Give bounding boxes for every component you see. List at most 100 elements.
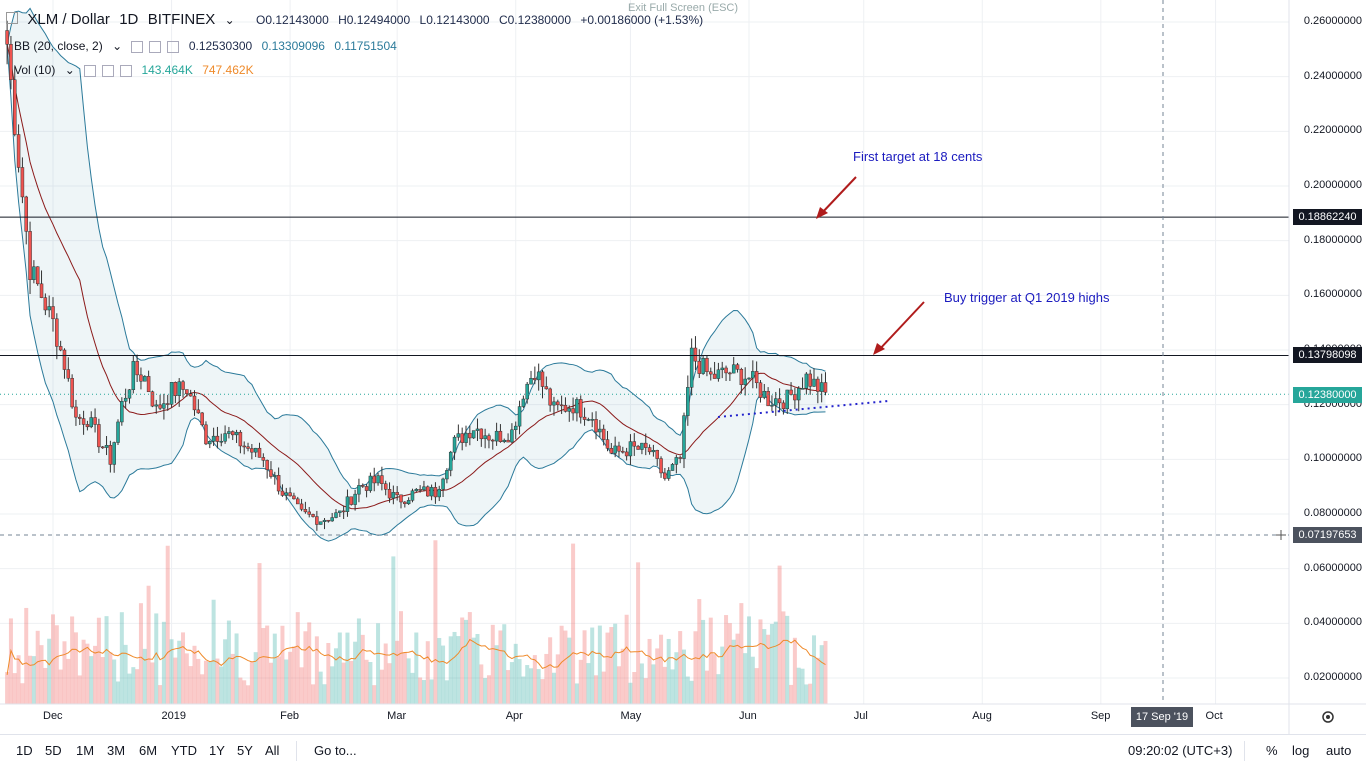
percent-toggle[interactable]: %	[1266, 743, 1278, 758]
candle-body	[322, 519, 327, 522]
candle-body	[506, 439, 510, 443]
volume-bar	[475, 634, 480, 704]
range-3m-button[interactable]: 3M	[107, 743, 126, 758]
exchange-label: BITFINEX	[147, 11, 216, 28]
candle-body	[475, 428, 480, 431]
bb-legend: BB (20, close, 2) ⌄ 0.12530300 0.1330909…	[14, 38, 403, 54]
chevron-down-icon[interactable]: ⌄	[64, 63, 75, 77]
first-target-annotation[interactable]: First target at 18 cents	[853, 149, 983, 164]
volume-bar	[353, 641, 358, 704]
volume-bar	[131, 667, 136, 704]
chevron-down-icon[interactable]: ⌄	[224, 13, 235, 27]
candle-body	[39, 283, 44, 298]
clock-label[interactable]: 09:20:02 (UTC+3)	[1128, 743, 1233, 758]
volume-bar	[586, 663, 591, 704]
time-tick-label: May	[620, 710, 642, 722]
range-all-button[interactable]: All	[265, 743, 280, 758]
volume-bar	[727, 623, 732, 704]
close-icon[interactable]	[120, 64, 133, 77]
settings-icon[interactable]	[149, 40, 162, 53]
candle-body	[705, 358, 709, 373]
volume-bar	[226, 620, 231, 704]
candle-body	[540, 371, 545, 387]
vol-label[interactable]: Vol (10)	[14, 63, 56, 77]
volume-bar	[322, 684, 327, 704]
volume-bar	[62, 641, 67, 704]
volume-bar	[628, 682, 633, 704]
settings-icon[interactable]	[102, 64, 115, 77]
range-5y-button[interactable]: 5Y	[237, 743, 253, 758]
candle-body	[567, 408, 572, 412]
buy-trigger-annotation[interactable]: Buy trigger at Q1 2019 highs	[944, 290, 1110, 305]
price-tick-label: 0.26000000	[1303, 15, 1362, 27]
exit-fullscreen-hint[interactable]: Exit Full Screen (ESC)	[628, 2, 739, 14]
candle-body	[456, 433, 461, 438]
candle-body	[445, 470, 449, 480]
close-icon[interactable]	[167, 40, 180, 53]
volume-bar	[54, 625, 59, 704]
candle-body	[380, 475, 384, 484]
level-high-tag: 0.18862240	[1293, 209, 1362, 225]
candle-body	[9, 44, 13, 81]
collapse-icon[interactable]	[6, 12, 18, 24]
volume-bar	[333, 648, 338, 704]
candle-body	[70, 378, 74, 408]
chevron-down-icon[interactable]: ⌄	[112, 39, 123, 53]
volume-bar	[276, 656, 281, 704]
candle-body	[345, 496, 350, 512]
auto-toggle[interactable]: auto	[1326, 743, 1352, 758]
candle-body	[686, 387, 690, 416]
candle-body	[582, 416, 587, 420]
candle-body	[51, 306, 55, 320]
volume-bar	[24, 607, 29, 704]
range-1y-button[interactable]: 1Y	[209, 743, 225, 758]
candle-body	[594, 419, 598, 433]
candle-body	[74, 406, 78, 418]
candle-body	[697, 360, 702, 374]
range-6m-button[interactable]: 6M	[139, 743, 158, 758]
volume-bar	[196, 658, 201, 704]
candle-body	[315, 516, 319, 525]
volume-bar	[796, 667, 801, 704]
candle-body	[78, 416, 82, 419]
range-1d-button[interactable]: 1D	[16, 743, 33, 758]
candle-body	[735, 364, 740, 370]
price-tick-label: 0.10000000	[1303, 452, 1362, 465]
candle-body	[43, 297, 48, 311]
range-ytd-button[interactable]: YTD	[171, 743, 197, 758]
candle-body	[62, 349, 67, 370]
gear-icon[interactable]	[1322, 711, 1334, 723]
candle-body	[774, 398, 778, 406]
range-5d-button[interactable]: 5D	[45, 743, 62, 758]
price-tick-label: 0.06000000	[1303, 561, 1362, 574]
eye-icon[interactable]	[84, 64, 97, 77]
change-value: +0.00186000 (+1.53%)	[580, 13, 704, 27]
range-1m-button[interactable]: 1M	[76, 743, 95, 758]
price-tick-label: 0.22000000	[1303, 124, 1362, 137]
candle-body	[460, 433, 464, 443]
candle-body	[158, 404, 162, 409]
candle-body	[131, 361, 136, 390]
candle-body	[20, 167, 25, 198]
crosshair-plus-icon[interactable]	[1276, 530, 1286, 540]
symbol-label[interactable]: XLM / Dollar	[27, 11, 110, 28]
support-trendline	[717, 400, 889, 418]
volume-bar	[402, 652, 407, 704]
candle-body	[636, 445, 640, 450]
interval-label[interactable]: 1D	[119, 11, 139, 28]
volume-bar	[345, 632, 350, 704]
volume-bar	[800, 668, 805, 704]
symbol-header: XLM / Dollar 1D BITFINEX ⌄ O0.12143000 H…	[6, 12, 709, 28]
candle-body	[372, 475, 376, 484]
candle-body	[383, 483, 388, 490]
volume-bar	[223, 639, 228, 704]
candle-body	[364, 486, 369, 491]
eye-icon[interactable]	[131, 40, 144, 53]
bb-label[interactable]: BB (20, close, 2)	[14, 39, 103, 53]
volume-bar	[364, 659, 369, 704]
candle-body	[253, 447, 258, 453]
volume-bar	[246, 685, 251, 704]
goto-button[interactable]: Go to...	[314, 743, 357, 758]
log-toggle[interactable]: log	[1292, 743, 1310, 758]
